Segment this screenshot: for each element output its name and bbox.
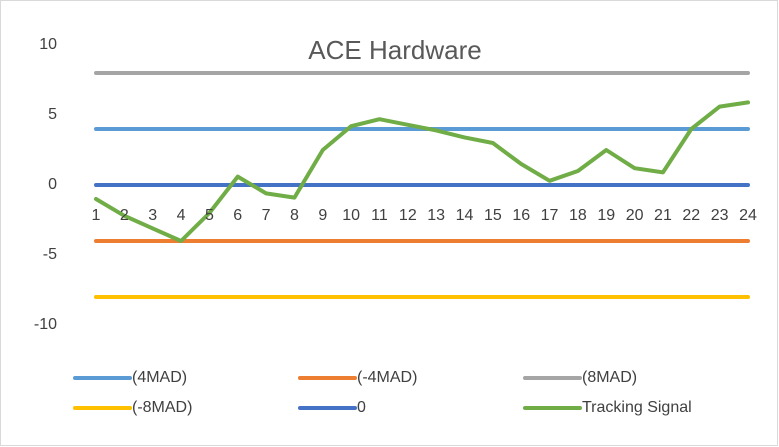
- x-tick-label: 16: [512, 207, 530, 224]
- x-tick-label: 17: [541, 207, 559, 224]
- chart-title: ACE Hardware: [308, 35, 481, 65]
- x-tick-label: 8: [290, 207, 299, 224]
- x-tick-label: 24: [739, 207, 757, 224]
- x-tick-label: 21: [654, 207, 672, 224]
- y-tick-label: 5: [48, 106, 57, 123]
- x-tick-label: 11: [371, 207, 388, 224]
- x-tick-label: 23: [711, 207, 729, 224]
- x-tick-label: 10: [342, 207, 360, 224]
- x-tick-label: 13: [427, 207, 445, 224]
- x-tick-label: 7: [262, 207, 271, 224]
- x-tick-label: 1: [92, 207, 101, 224]
- x-tick-label: 22: [682, 207, 700, 224]
- y-tick-label: 10: [39, 36, 57, 53]
- series-line: [94, 100, 750, 243]
- y-tick-label: 0: [48, 176, 57, 193]
- x-tick-label: 14: [456, 207, 474, 224]
- legend-label: (8MAD): [582, 369, 637, 386]
- legend-label: 0: [357, 399, 366, 416]
- x-tick-label: 20: [626, 207, 644, 224]
- y-tick-label: -10: [34, 316, 57, 333]
- legend-label: (-4MAD): [357, 369, 417, 386]
- legend-label: (-8MAD): [132, 399, 192, 416]
- y-tick-label: -5: [43, 246, 57, 263]
- x-tick-label: 15: [484, 207, 502, 224]
- x-tick-label: 2: [120, 207, 129, 224]
- legend-label: (4MAD): [132, 369, 187, 386]
- x-tick-label: 3: [148, 207, 157, 224]
- x-tick-label: 18: [569, 207, 587, 224]
- x-tick-label: 6: [233, 207, 242, 224]
- x-tick-label: 12: [399, 207, 417, 224]
- x-tick-label: 4: [177, 207, 186, 224]
- x-tick-label: 19: [597, 207, 615, 224]
- legend-label: Tracking Signal: [582, 399, 692, 416]
- x-tick-label: 5: [205, 207, 214, 224]
- x-tick-label: 9: [318, 207, 327, 224]
